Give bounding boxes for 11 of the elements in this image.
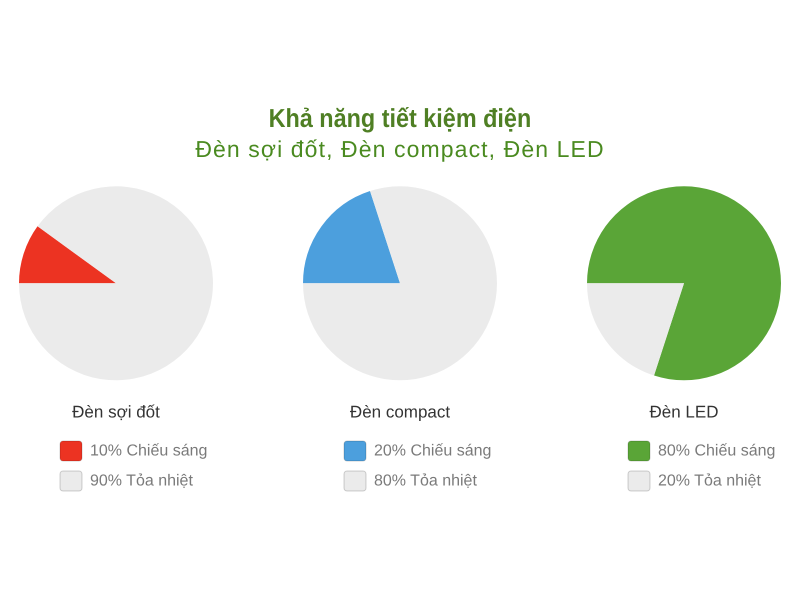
text: Đèn compact [350,402,450,422]
legend-label: 10% Chiếu sáng [90,442,208,460]
text: Khả năng tiết kiệm điện [268,102,532,134]
legend-label: 80% Tỏa nhiệt [374,472,478,490]
legend-label: 90% Tỏa nhiệt [90,472,194,490]
text: Đèn sợi đốt [72,402,160,422]
legend-label: 20% Chiếu sáng [374,442,492,460]
legend-label: 80% Chiếu sáng [658,442,776,460]
text: Đèn sợi đốt, Đèn compact, Đèn LED [194,135,606,164]
text: Đèn LED [650,402,718,422]
legend-label: 20% Tỏa nhiệt [658,472,762,490]
